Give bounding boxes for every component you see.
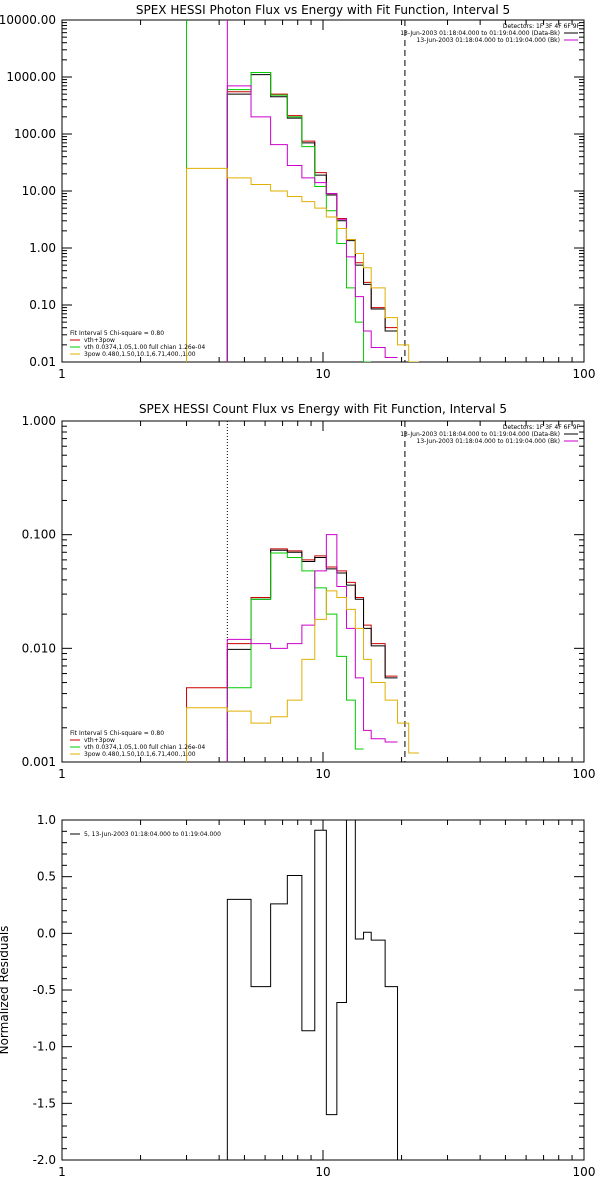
series-line-2 — [226, 74, 398, 362]
legend-left-entry: 3pow 0.480,1.50,10.1,6.71,400.,1.00 — [84, 351, 196, 358]
y-tick-label: 0.0 — [37, 926, 56, 940]
x-tick-label: 100 — [573, 1165, 596, 1179]
detectors-label: Detectors: 1F 3F 4F 6F 9F — [503, 23, 581, 30]
legend-right-entry: 13-Jun-2003 01:18:04.000 to 01:19:04.000… — [417, 438, 560, 445]
series-line-4 — [226, 85, 398, 362]
y-tick-label: 1000.00 — [6, 70, 56, 84]
y-tick-label: 100.00 — [14, 127, 56, 141]
legend-left-entry: vth+3pow — [84, 337, 115, 344]
legend-left-entry: 3pow 0.480,1.50,10.1,6.71,400.,1.00 — [84, 751, 196, 758]
x-tick-label: 1 — [58, 367, 66, 381]
y-tick-label: 0.5 — [37, 870, 56, 884]
x-tick-label: 10 — [315, 367, 330, 381]
plot-panel-3 — [61, 819, 585, 1161]
legend-left-entry: vth+3pow — [84, 737, 115, 744]
plot-title: SPEX HESSI Photon Flux vs Energy with Fi… — [136, 3, 510, 17]
legend-left-entry: 5, 13-Jun-2003 01:18:04.000 to 01:19:04.… — [84, 831, 221, 838]
plot-frame — [61, 19, 585, 363]
plot-frame — [61, 420, 585, 763]
y-tick-label: 0.010 — [22, 641, 56, 655]
x-tick-label: 100 — [573, 767, 596, 781]
x-tick-label: 10 — [315, 767, 330, 781]
plot-panel-1 — [61, 19, 585, 363]
y-tick-label: -0.5 — [33, 983, 56, 997]
legend-left-entry: vth 0.0374,1.05,1.00 full chian 1.26e-04 — [84, 744, 205, 751]
legend-right-entry: 13-Jun-2003 01:18:04.000 to 01:19:04.000… — [400, 30, 560, 37]
series-line-5 — [186, 590, 419, 762]
legend-left-entry: vth 0.0374,1.05,1.00 full chian 1.26e-04 — [84, 344, 205, 351]
x-tick-label: 10 — [315, 1165, 330, 1179]
x-tick-label: 1 — [58, 1165, 66, 1179]
y-tick-label: 0.10 — [29, 298, 56, 312]
x-tick-label: 1 — [58, 767, 66, 781]
series-line-3 — [226, 71, 372, 362]
x-tick-label: 100 — [573, 367, 596, 381]
y-tick-label: -1.5 — [33, 1096, 56, 1110]
y-tick-label: 0.001 — [22, 755, 56, 769]
series-line-3 — [226, 552, 364, 762]
plot-frame — [61, 819, 585, 1161]
y-axis-label: Normalized Residuals — [0, 926, 11, 1055]
plot-title: SPEX HESSI Count Flux vs Energy with Fit… — [139, 402, 507, 416]
legend-right-entry: 13-Jun-2003 01:18:04.000 to 01:19:04.000… — [417, 37, 560, 44]
y-tick-label: 1.000 — [22, 414, 56, 428]
series-line-4 — [226, 534, 398, 762]
y-tick-label: 1.00 — [29, 241, 56, 255]
detectors-label: Detectors: 1F 3F 4F 6F 9F — [503, 424, 581, 431]
series-line-2 — [226, 549, 398, 762]
y-tick-label: -2.0 — [33, 1153, 56, 1167]
series-line-1 — [226, 71, 398, 362]
y-tick-label: 10000.00 — [0, 13, 56, 27]
plot-panel-2 — [61, 420, 585, 763]
y-tick-label: 1.0 — [37, 813, 56, 827]
y-tick-label: 0.01 — [29, 355, 56, 369]
legend-left-entry: Fit Interval 5 Chi-square = 0.80 — [70, 330, 164, 337]
y-tick-label: 10.00 — [22, 184, 56, 198]
series-line-5 — [186, 167, 419, 362]
series-line-1 — [226, 820, 409, 1160]
y-tick-label: 0.100 — [22, 528, 56, 542]
legend-left-entry: Fit Interval 5 Chi-square = 0.80 — [70, 730, 164, 737]
legend-right-entry: 13-Jun-2003 01:18:04.000 to 01:19:04.000… — [400, 431, 560, 438]
y-tick-label: -1.0 — [33, 1040, 56, 1054]
